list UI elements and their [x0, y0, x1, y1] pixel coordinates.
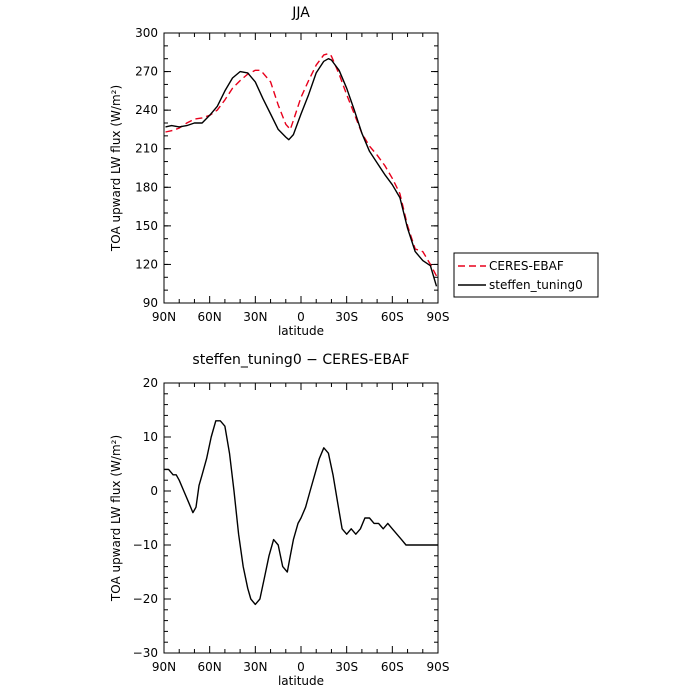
- plot-frame-1: [163, 32, 439, 304]
- series-line-1-1: [165, 52, 438, 277]
- legend-label: CERES-EBAF: [489, 259, 564, 273]
- y-tick-label: 240: [135, 103, 158, 117]
- x-tick-label: 30S: [335, 310, 358, 324]
- y-tick-label: 180: [135, 180, 158, 194]
- y-tick-label: 20: [143, 376, 158, 390]
- x-tick-label: 60N: [198, 660, 222, 674]
- x-tick-label: 60S: [381, 660, 404, 674]
- series-line-1-2: [165, 58, 438, 287]
- y-tick-label: 0: [150, 484, 158, 498]
- x-tick-label: 0: [297, 660, 305, 674]
- legend-label: steffen_tuning0: [489, 278, 583, 292]
- x-tick-label: 60N: [198, 310, 222, 324]
- x-tick-label: 30S: [335, 660, 358, 674]
- x-tick-label: 30N: [243, 660, 267, 674]
- x-tick-label: 90N: [152, 310, 176, 324]
- y-axis-label-1: TOA upward LW flux (W/m²): [109, 85, 123, 252]
- x-tick-label: 90N: [152, 660, 176, 674]
- y-axis-label-2: TOA upward LW flux (W/m²): [109, 435, 123, 602]
- panel-title-1: JJA: [291, 5, 310, 21]
- y-tick-label: 120: [135, 257, 158, 271]
- x-axis-label-1: latitude: [278, 324, 324, 338]
- y-tick-label: −30: [133, 646, 158, 660]
- x-tick-label: 60S: [381, 310, 404, 324]
- x-tick-label: 90S: [427, 660, 450, 674]
- legend-box: [453, 252, 599, 298]
- panel-title-2: steffen_tuning0 − CERES-EBAF: [192, 352, 409, 368]
- y-tick-label: −10: [133, 538, 158, 552]
- series-line-2-1: [164, 420, 438, 606]
- x-axis-label-2: latitude: [278, 674, 324, 688]
- y-tick-label: 10: [143, 430, 158, 444]
- x-tick-label: 90S: [427, 310, 450, 324]
- y-tick-label: 300: [135, 26, 158, 40]
- y-tick-label: 270: [135, 65, 158, 79]
- y-tick-label: 210: [135, 142, 158, 156]
- x-tick-label: 30N: [243, 310, 267, 324]
- y-tick-label: 90: [143, 296, 158, 310]
- x-tick-label: 0: [297, 310, 305, 324]
- y-tick-label: −20: [133, 592, 158, 606]
- y-tick-label: 150: [135, 219, 158, 233]
